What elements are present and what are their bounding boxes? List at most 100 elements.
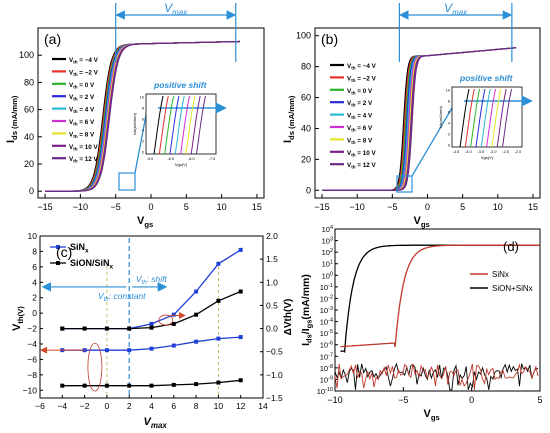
- y-axis-label: Vth(V): [11, 306, 25, 331]
- x-tick-label: 10: [214, 401, 224, 411]
- inset-series-line: [459, 88, 470, 148]
- x-tick-label: −2: [80, 401, 90, 411]
- x-tick-label: 15: [528, 202, 538, 212]
- data-point: [171, 312, 176, 317]
- inset-x-tick-label: -2.0: [515, 150, 522, 154]
- y-tick-label: 10-10: [317, 387, 333, 396]
- panel-letter: (b): [321, 31, 338, 47]
- data-point: [171, 382, 176, 387]
- data-point: [194, 339, 199, 344]
- inset-series-line: [185, 95, 196, 155]
- y-right-tick-label: 2.0: [266, 231, 278, 241]
- data-point: [60, 383, 65, 388]
- inset-series-line: [486, 88, 497, 148]
- inset-series-line: [153, 95, 164, 155]
- inset-series-line: [480, 88, 491, 148]
- inset-series-line: [475, 88, 486, 148]
- y-tick-label: 60: [301, 93, 311, 103]
- legend-label: Vth = 0 V: [347, 88, 373, 96]
- legend-label: Vth = 2 V: [69, 94, 95, 102]
- inset-y-tick-label: 2: [448, 133, 450, 137]
- inset-y-axis-label: Ids(mA/mm): [438, 105, 443, 127]
- legend-label: SiNx: [70, 242, 89, 255]
- inset-y-tick-label: 4: [142, 129, 144, 133]
- y-tick-label: 10-1: [320, 283, 333, 292]
- legend-label: Vth = −4 V: [69, 57, 99, 65]
- legend-label: Vth = 12 V: [347, 162, 376, 170]
- data-point: [238, 247, 243, 252]
- data-point: [216, 336, 221, 341]
- inset-series-line: [470, 88, 481, 148]
- y-tick-label: 100: [19, 50, 34, 60]
- data-point: [216, 380, 221, 385]
- x-tick-label: 4: [149, 401, 154, 411]
- panel-letter: (c): [56, 244, 72, 260]
- legend-label: Vth = 8 V: [69, 131, 95, 139]
- y-axis-label: Ids (mA/mm): [5, 95, 19, 143]
- y-tick-label: 40: [24, 132, 34, 142]
- x-axis-label: Vgs: [137, 215, 153, 229]
- legend-label: SiON+SiNx: [492, 284, 533, 293]
- y-right-tick-label: 0.0: [266, 324, 278, 334]
- inset-series-line: [464, 88, 475, 148]
- y-tick-label: 40: [301, 123, 311, 133]
- y-tick-label: 80: [24, 77, 34, 87]
- inset-x-axis-label: Vgs(V): [175, 162, 188, 167]
- data-point: [149, 325, 154, 330]
- y-tick-label: 0: [29, 186, 34, 196]
- inset-y-axis-label: Ids(mA/mm): [132, 112, 137, 134]
- legend-label: Vth = 6 V: [69, 119, 95, 127]
- panel-letter: (d): [503, 239, 519, 254]
- inset-x-tick-label: -4.5: [453, 150, 460, 154]
- legend-label: Vth = 12 V: [69, 156, 98, 164]
- inset-x-tick-label: -7.5: [209, 157, 216, 161]
- x-axis-label: Vgs: [414, 215, 430, 229]
- inset-title: positive shift: [459, 73, 514, 83]
- x-tick-label: 5: [537, 395, 542, 405]
- inset-x-tick-label: -8.0: [188, 157, 195, 161]
- annotation-constant: Vth: constant: [98, 291, 146, 303]
- y-tick-label: −10: [23, 385, 38, 395]
- inset-x-tick-label: -2.5: [502, 150, 509, 154]
- x-tick-label: 6: [171, 401, 176, 411]
- drain-current-line: [340, 244, 540, 348]
- y-tick-label: 8: [32, 246, 37, 256]
- x-axis-label: Vgs: [424, 408, 440, 422]
- y-tick-label: 102: [322, 248, 333, 257]
- data-point: [171, 343, 176, 348]
- x-tick-label: −5: [111, 202, 121, 212]
- legend-label: Vth = 10 V: [347, 150, 376, 158]
- series-line: [322, 47, 517, 191]
- legend-label: Vth = 2 V: [347, 100, 373, 108]
- inset-y-tick-label: 0: [142, 151, 144, 155]
- inset-y-tick-label: 8: [142, 107, 144, 111]
- vmax-label: Vmax: [444, 1, 468, 17]
- data-point: [149, 383, 154, 388]
- data-point: [238, 289, 243, 294]
- inset-series-line: [169, 95, 180, 155]
- y-tick-label: 10-7: [320, 352, 333, 361]
- inset-series-line: [196, 95, 206, 155]
- annotation-ellipse: [158, 314, 174, 326]
- inset-series-line: [180, 95, 191, 155]
- inset-y-tick-label: 0: [448, 144, 450, 148]
- y-tick-label: 0: [306, 185, 311, 195]
- inset-series-line: [164, 95, 175, 155]
- x-tick-label: 10: [493, 202, 503, 212]
- y-tick-label: −2: [27, 324, 37, 334]
- inset-series-line: [190, 95, 201, 155]
- x-tick-label: −10: [350, 202, 365, 212]
- y-tick-label: 10-8: [320, 364, 333, 373]
- legend-label: Vth = 0 V: [69, 82, 95, 90]
- legend-label: SiON/SiNx: [70, 258, 114, 271]
- y-axis-label: Ids/Igs(mA/mm): [300, 274, 314, 346]
- inset-frame: [145, 93, 217, 155]
- x-tick-label: −10: [327, 395, 342, 405]
- y-tick-label: −8: [27, 370, 37, 380]
- y-right-tick-label: 1.0: [266, 277, 278, 287]
- data-point: [216, 261, 221, 266]
- inset-series-line: [174, 95, 185, 155]
- data-point: [127, 326, 132, 331]
